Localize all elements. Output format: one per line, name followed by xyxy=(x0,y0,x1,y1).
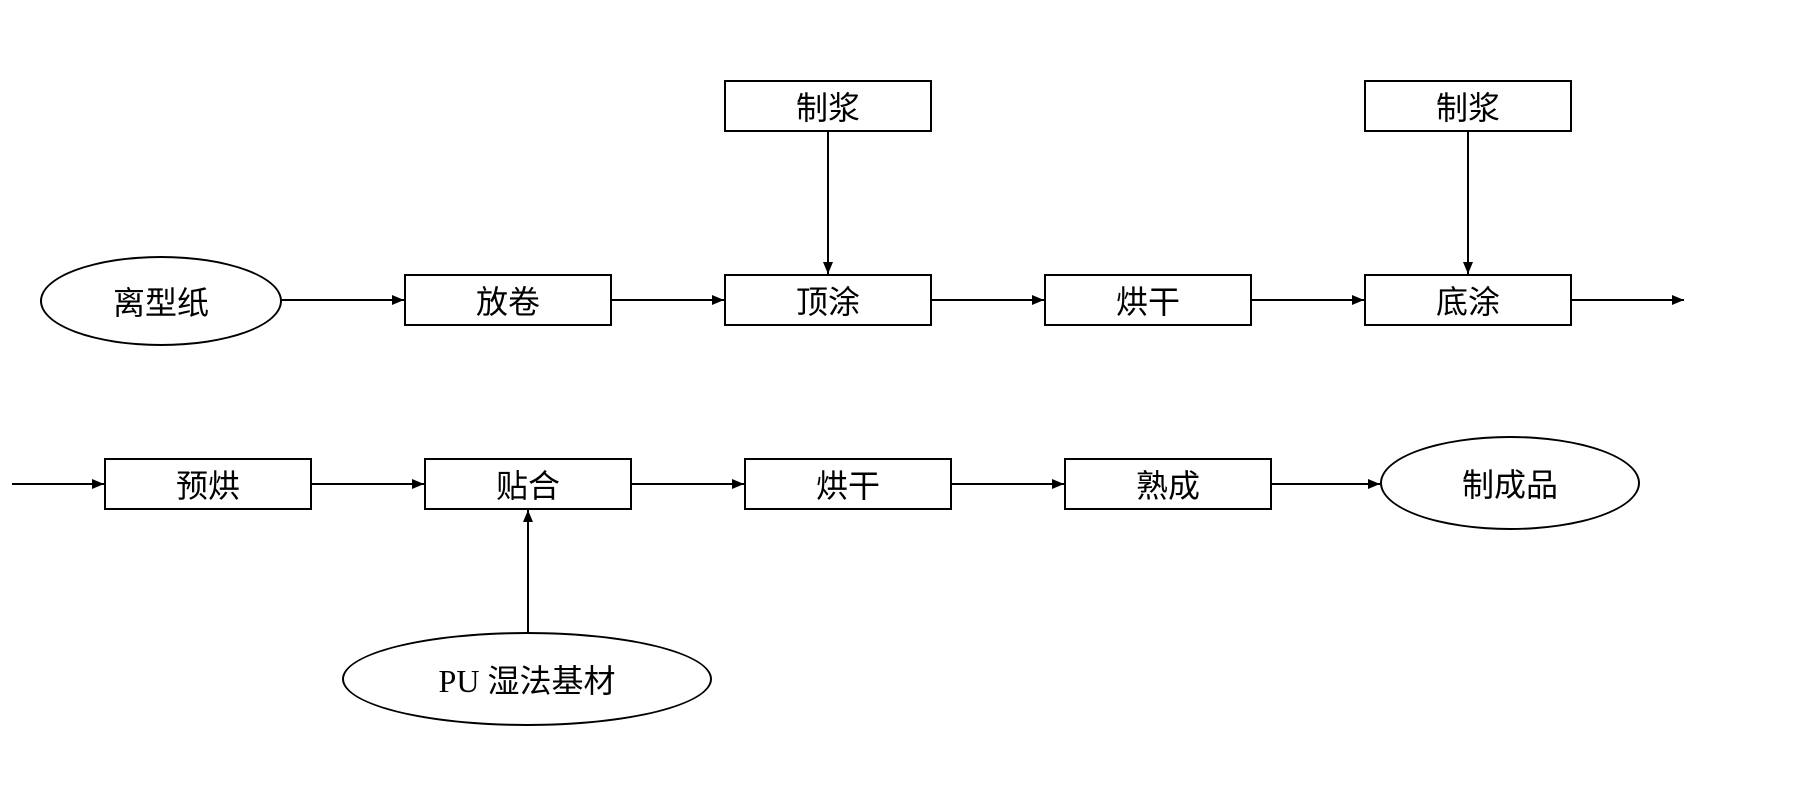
arrows-layer xyxy=(0,0,1807,809)
